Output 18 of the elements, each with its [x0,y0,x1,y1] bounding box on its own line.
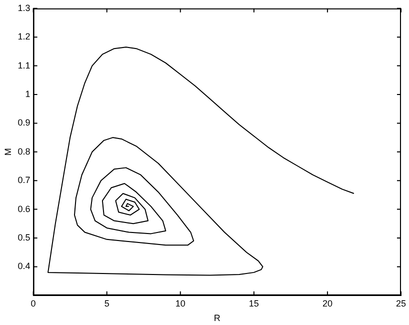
y-tick-label: 0.8 [18,146,30,156]
y-tick-label: 1.1 [18,60,30,70]
x-tick-label: 5 [104,298,110,308]
y-tick-label: 0.7 [18,175,30,186]
x-tick-label: 25 [396,298,406,308]
y-tick-label: 0.5 [18,232,30,242]
y-tick-label: 1 [25,88,30,99]
y-tick-label: 1.3 [18,2,30,13]
x-tick-label: 10 [175,298,186,308]
x-axis-title: R [214,313,221,324]
y-tick-label: 0.4 [18,261,30,272]
x-tick-label: 15 [248,298,259,308]
x-tick-label: 0 [30,298,36,308]
y-axis-title: M [2,148,13,156]
y-tick-label: 0.9 [18,118,30,128]
x-tick-label: 20 [322,298,332,308]
y-tick-label: 0.6 [18,204,30,214]
y-tick-label: 1.2 [18,32,30,42]
